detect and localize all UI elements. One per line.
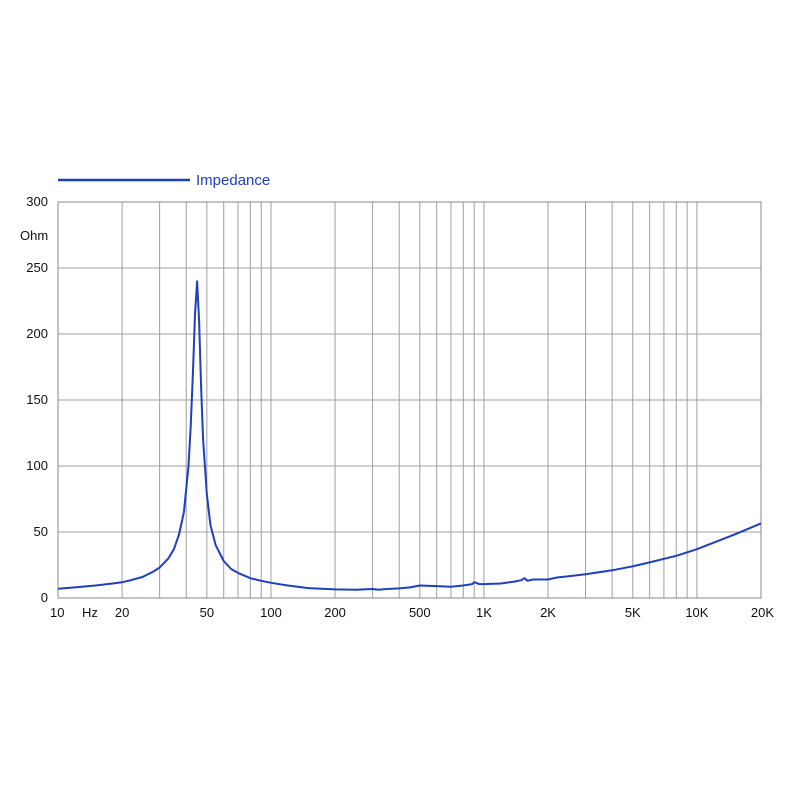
x-tick-label: 50	[200, 605, 214, 620]
x-tick-label: 100	[260, 605, 282, 620]
y-tick-label: 300	[26, 194, 48, 209]
y-tick-label: 100	[26, 458, 48, 473]
x-tick-label: 200	[324, 605, 346, 620]
x-tick-label: 500	[409, 605, 431, 620]
y-tick-label: 150	[26, 392, 48, 407]
y-tick-label: 0	[41, 590, 48, 605]
x-tick-label: 10K	[685, 605, 708, 620]
x-tick-label: 20	[115, 605, 129, 620]
x-axis-unit: Hz	[82, 605, 98, 620]
x-tick-label: 1K	[476, 605, 492, 620]
y-tick-label: 50	[34, 524, 48, 539]
y-axis-unit: Ohm	[20, 228, 48, 243]
series-line-impedance	[57, 280, 762, 591]
x-axis-labels: 10 20 50 100 200 500 1K 2K 5K 10K 20K	[50, 605, 774, 620]
x-tick-label: 2K	[540, 605, 556, 620]
legend: Impedance	[58, 172, 270, 189]
x-tick-label: 20K	[751, 605, 774, 620]
x-tick-label: 10	[50, 605, 64, 620]
legend-label-impedance: Impedance	[196, 172, 270, 189]
plot-frame	[57, 201, 762, 599]
y-tick-label: 250	[26, 260, 48, 275]
y-tick-label: 200	[26, 326, 48, 341]
y-axis-labels: 0 50 100 150 200 250 300	[26, 194, 48, 605]
grid	[57, 201, 762, 599]
x-tick-label: 5K	[625, 605, 641, 620]
